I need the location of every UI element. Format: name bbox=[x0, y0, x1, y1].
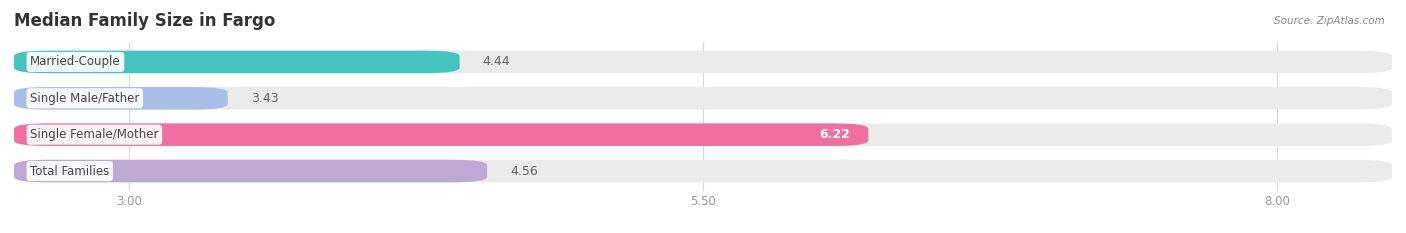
FancyBboxPatch shape bbox=[14, 160, 1392, 182]
FancyBboxPatch shape bbox=[14, 123, 1392, 146]
Text: 3.43: 3.43 bbox=[250, 92, 278, 105]
Text: Married-Couple: Married-Couple bbox=[30, 55, 121, 69]
Text: 6.22: 6.22 bbox=[820, 128, 851, 141]
FancyBboxPatch shape bbox=[14, 51, 1392, 73]
Text: 4.56: 4.56 bbox=[510, 164, 538, 178]
Text: Median Family Size in Fargo: Median Family Size in Fargo bbox=[14, 12, 276, 30]
FancyBboxPatch shape bbox=[14, 160, 486, 182]
FancyBboxPatch shape bbox=[14, 87, 228, 110]
Text: Single Male/Father: Single Male/Father bbox=[30, 92, 139, 105]
FancyBboxPatch shape bbox=[14, 123, 869, 146]
FancyBboxPatch shape bbox=[14, 51, 460, 73]
Text: Source: ZipAtlas.com: Source: ZipAtlas.com bbox=[1274, 16, 1385, 26]
Text: 4.44: 4.44 bbox=[482, 55, 510, 69]
Text: Single Female/Mother: Single Female/Mother bbox=[30, 128, 159, 141]
Text: Total Families: Total Families bbox=[30, 164, 110, 178]
FancyBboxPatch shape bbox=[14, 87, 1392, 110]
